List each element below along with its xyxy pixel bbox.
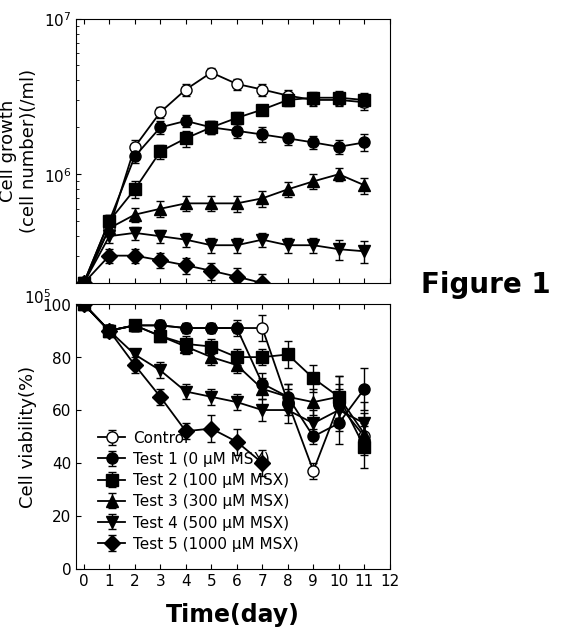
Text: $10^5$: $10^5$ bbox=[23, 289, 51, 307]
X-axis label: Time(day): Time(day) bbox=[166, 602, 300, 626]
Y-axis label: Cell viability(%): Cell viability(%) bbox=[19, 366, 37, 507]
Legend: Control, Test 1 (0 μM MSX), Test 2 (100 μM MSX), Test 3 (300 μM MSX), Test 4 (50: Control, Test 1 (0 μM MSX), Test 2 (100 … bbox=[93, 426, 303, 556]
Y-axis label: Cell growth
(cell number)(/ml): Cell growth (cell number)(/ml) bbox=[0, 69, 38, 233]
Text: Figure 1: Figure 1 bbox=[421, 270, 550, 298]
